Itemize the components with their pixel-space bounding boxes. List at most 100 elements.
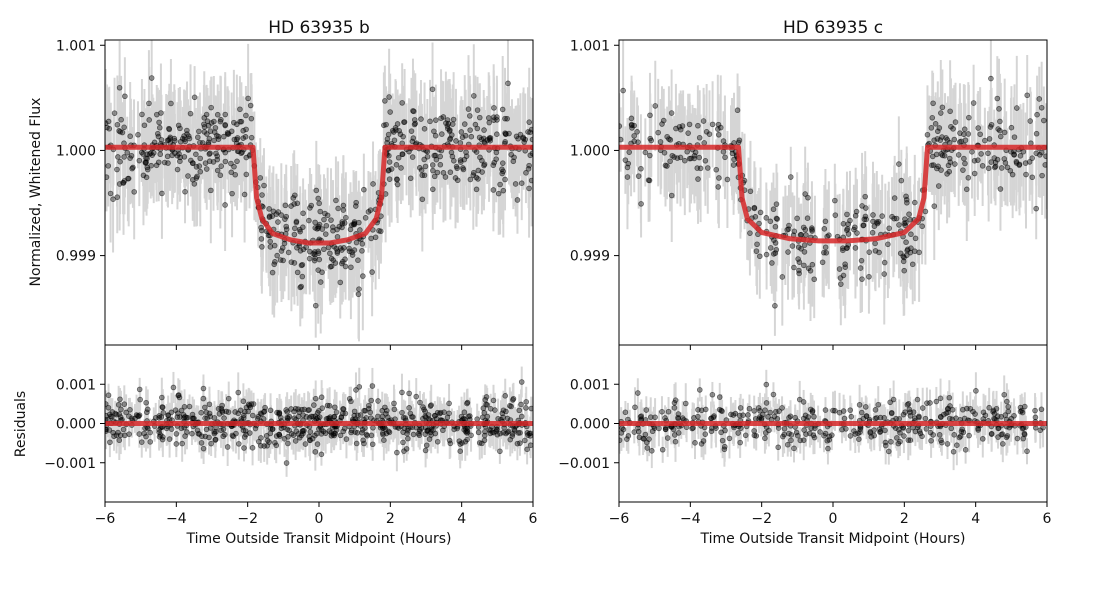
data-point (944, 441, 951, 447)
data-point (728, 411, 734, 418)
data-point (907, 437, 914, 443)
data-point (385, 167, 392, 174)
data-point (971, 170, 978, 177)
xtick-label: 2 (386, 511, 395, 527)
data-point (526, 119, 533, 125)
data-point (177, 158, 183, 165)
data-point (696, 134, 703, 141)
data-point (291, 231, 298, 238)
data-point (239, 149, 245, 156)
data-point (845, 221, 851, 227)
data-point (505, 80, 511, 87)
data-point (798, 246, 804, 252)
data-point (274, 409, 280, 416)
data-point (525, 166, 532, 172)
data-point (717, 124, 724, 131)
data-point (529, 136, 533, 143)
data-point (148, 162, 154, 169)
data-point (671, 432, 678, 438)
data-point (781, 431, 787, 438)
data-point (294, 244, 300, 251)
data-point (117, 414, 124, 420)
data-point (646, 436, 652, 442)
data-point (978, 151, 984, 157)
data-point (844, 245, 850, 251)
data-point (675, 415, 682, 422)
data-point (500, 187, 507, 194)
data-point (620, 426, 627, 433)
data-point (523, 405, 529, 411)
data-point (841, 415, 848, 422)
data-point (113, 411, 120, 418)
data-point (972, 411, 978, 417)
data-point (442, 174, 449, 180)
data-point (994, 95, 1001, 102)
data-point (457, 140, 464, 146)
data-point (314, 441, 321, 447)
data-point (767, 245, 774, 251)
data-point (1000, 441, 1006, 447)
data-point (1005, 404, 1012, 410)
data-point (156, 119, 162, 126)
data-point (986, 404, 992, 411)
data-point (493, 149, 500, 156)
data-point (988, 75, 994, 82)
data-point (638, 165, 644, 172)
data-point (422, 431, 429, 437)
data-point (821, 226, 828, 232)
data-point (476, 114, 483, 121)
data-point (406, 148, 412, 155)
data-point (924, 400, 930, 406)
data-point (331, 414, 337, 420)
data-point (652, 103, 659, 109)
data-point (702, 157, 709, 164)
data-point (736, 137, 743, 144)
data-point (333, 409, 340, 415)
data-point (314, 409, 321, 416)
ytick-label: 1.000 (570, 143, 610, 159)
data-point (762, 407, 768, 413)
data-point (109, 413, 115, 420)
data-point (266, 214, 273, 221)
data-point (261, 182, 267, 189)
data-point (747, 230, 753, 236)
data-point (905, 427, 912, 434)
data-point (939, 439, 945, 446)
data-point (214, 111, 221, 118)
data-point (635, 173, 642, 179)
data-point (410, 108, 416, 114)
data-point (463, 153, 470, 159)
data-point (1026, 159, 1033, 165)
data-point (240, 127, 247, 134)
data-point (212, 437, 219, 443)
data-point (950, 448, 957, 455)
data-point (248, 115, 255, 122)
data-point (901, 433, 907, 439)
data-point (175, 122, 182, 129)
data-point (120, 426, 127, 433)
data-point (199, 140, 206, 146)
data-point (328, 263, 335, 270)
data-point (220, 426, 227, 432)
data-point (715, 131, 722, 138)
data-point (290, 195, 297, 201)
data-point (418, 425, 425, 431)
data-point (824, 233, 830, 240)
data-point (240, 415, 247, 421)
ytick-label: 1.001 (570, 38, 610, 54)
data-point (762, 435, 768, 442)
data-point (167, 136, 173, 142)
data-point (365, 405, 372, 412)
data-point (215, 406, 222, 412)
data-point (158, 110, 164, 116)
data-point (686, 121, 693, 128)
data-point (825, 445, 831, 452)
data-point (146, 100, 152, 107)
data-point (178, 425, 185, 432)
data-point (283, 226, 290, 233)
data-point (526, 430, 533, 437)
data-point (851, 428, 857, 434)
data-point (375, 398, 381, 404)
data-point (437, 161, 444, 168)
